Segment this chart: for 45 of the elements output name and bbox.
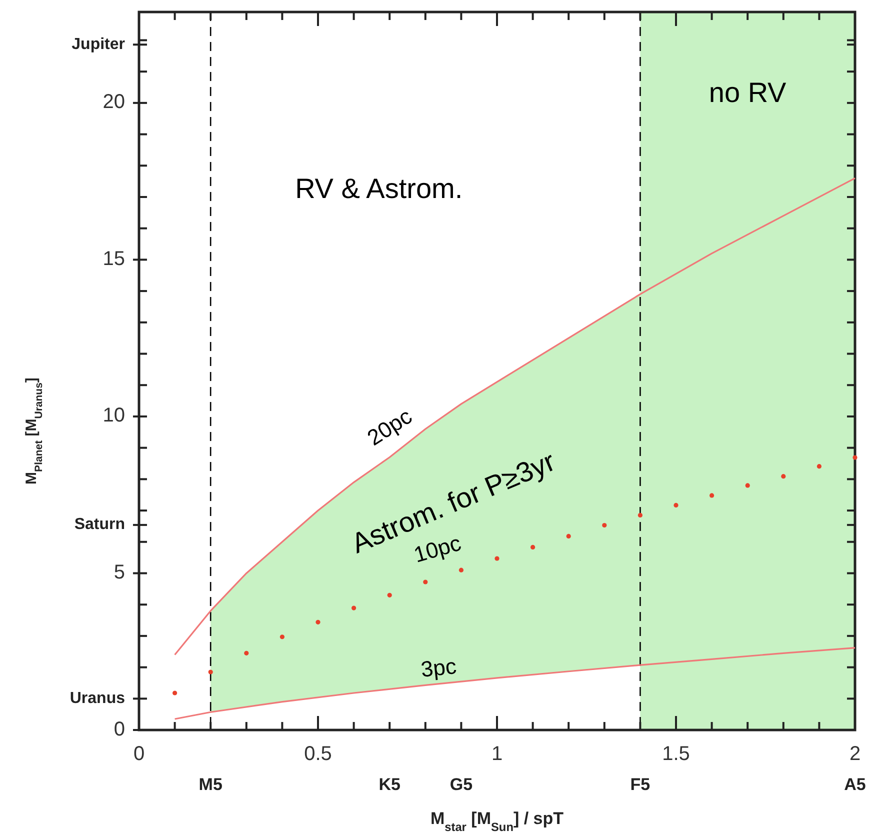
y-tick-label: 5	[114, 562, 125, 584]
point	[566, 534, 571, 539]
point	[316, 620, 320, 624]
point	[280, 634, 284, 640]
x-tick-label: 1.5	[662, 743, 690, 765]
y-tick-label: 0	[114, 718, 125, 740]
band-label: no RV	[708, 77, 787, 108]
point	[244, 650, 249, 656]
text: 3pc	[420, 653, 458, 682]
text: A5	[844, 775, 866, 794]
point	[674, 502, 678, 508]
point	[352, 606, 356, 610]
annotation: RV & Astrom.	[295, 173, 463, 204]
text: G5	[450, 775, 473, 794]
point	[602, 522, 607, 528]
point	[458, 568, 464, 572]
point	[638, 512, 642, 518]
point	[172, 690, 178, 696]
text: 20pc	[362, 403, 416, 450]
y-tick-label: Saturn	[74, 516, 125, 534]
x-axis-title: M$_{star}$ [M$_{Sun}$] / spT	[430, 809, 564, 832]
line-series	[174, 647, 856, 720]
point	[781, 474, 786, 479]
point	[387, 592, 392, 598]
y-tick-label: 15	[102, 248, 125, 270]
point	[710, 493, 714, 498]
point	[208, 670, 213, 674]
x-tick-label: 0.5	[304, 743, 332, 765]
point	[423, 580, 428, 584]
point	[530, 544, 536, 550]
x-tick-label: 1	[491, 743, 503, 765]
y-tick-label: 20	[102, 91, 125, 114]
point	[852, 455, 858, 460]
text: F5	[630, 775, 650, 794]
line-series	[174, 177, 856, 656]
x-tick-label: 0	[133, 743, 145, 765]
x-tick-label: 2	[849, 743, 861, 765]
y-tick-label: Jupiter	[72, 36, 125, 53]
y-tick-label: Uranus	[70, 690, 126, 707]
text: K5	[378, 775, 400, 794]
point	[494, 556, 500, 561]
y-tick-label: 10	[102, 404, 125, 427]
point	[816, 464, 822, 469]
text: M5	[198, 775, 222, 794]
point	[745, 483, 750, 488]
